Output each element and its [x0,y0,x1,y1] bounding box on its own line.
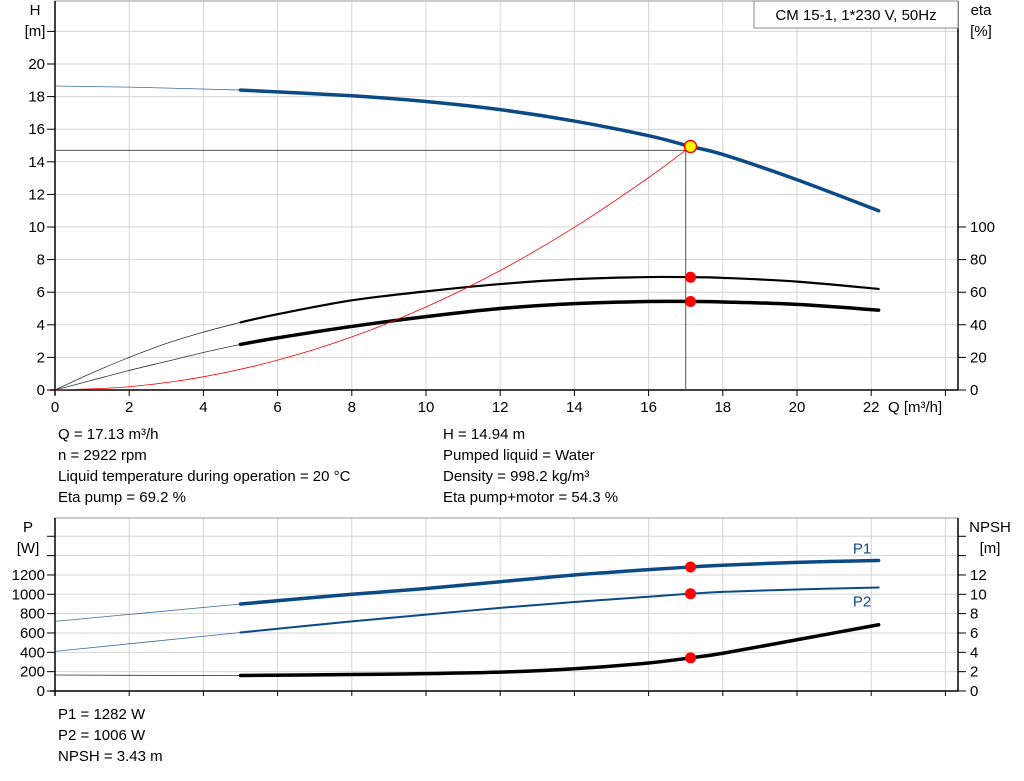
x-tick-label: 22 [863,399,880,416]
p-axis-unit: [W] [17,540,40,557]
p-tick-label: 0 [37,683,45,700]
curve-eta_pump_motor-thin [54,343,241,391]
curve-H-thin [54,85,241,91]
y-axis-label-left: H [30,2,41,19]
info-top-right: H = 14.94 m Pumped liquid = Water Densit… [443,424,618,508]
curve-NPSH-thin [54,674,241,676]
y-tick-label-right: 0 [970,382,978,399]
x-tick-label: 14 [566,399,583,416]
duty-point-marker [683,139,698,154]
info-n: n = 2922 rpm [58,447,147,464]
curve-P1 [238,558,881,606]
eta-pump-marker [685,271,697,283]
p-tick-label: 1200 [12,567,45,584]
info-liquid: Pumped liquid = Water [443,447,595,464]
npsh-tick-label: 6 [970,625,978,642]
NPSH-marker [685,652,697,664]
curve-P1-thin [54,603,241,622]
info-p1: P1 = 1282 W [58,706,146,723]
curve-P2 [239,586,880,634]
y-tick-label-right: 100 [970,219,995,236]
npsh-tick-label: 0 [970,683,978,700]
npsh-tick-label: 12 [970,567,987,584]
x-tick-label: 10 [418,399,435,416]
y-tick-label-left: 20 [28,56,45,73]
y-tick-label-right: 20 [970,349,987,366]
plot-frame-top [54,0,959,391]
y-tick-label-left: 18 [28,89,45,106]
info-npsh: NPSH = 3.43 m [58,748,163,765]
npsh-axis-label: NPSH [969,519,1011,536]
npsh-axis-unit: [m] [980,540,1001,557]
curve-system [54,146,691,391]
x-tick-label: 18 [714,399,731,416]
y-tick-label-right: 60 [970,284,987,301]
p-axis-label: P [23,519,33,536]
info-eta-pump: Eta pump = 69.2 % [58,489,186,506]
y-tick-label-left: 16 [28,121,45,138]
plot-frame-bottom [54,517,959,692]
y-tick-label-left: 12 [28,186,45,203]
series-label-P2: P2 [853,594,871,611]
info-p2: P2 = 1006 W [58,727,146,744]
info-temp: Liquid temperature during operation = 20… [58,468,351,485]
curve-H [238,88,881,213]
p-tick-label: 200 [20,664,45,681]
title-box [753,0,959,29]
chart-title: CM 15-1, 1*230 V, 50Hz [775,7,936,24]
curve-NPSH [238,623,881,678]
x-tick-label: 16 [640,399,657,416]
info-bottom: P1 = 1282 W P2 = 1006 W NPSH = 3.43 m [58,704,163,767]
info-density: Density = 998.2 kg/m³ [443,468,590,485]
x-tick-label: 0 [51,399,59,416]
eta-total-marker [685,295,697,307]
x-tick-label: 20 [789,399,806,416]
series-label-P1: P1 [853,540,871,557]
npsh-tick-label: 4 [970,644,978,661]
x-tick-label: 12 [492,399,509,416]
npsh-tick-label: 2 [970,664,978,681]
x-tick-label: 8 [348,399,356,416]
p-tick-label: 400 [20,644,45,661]
y-axis-unit-right: [%] [970,23,992,40]
x-axis-label: Q [m³/h] [888,399,942,416]
info-eta-total: Eta pump+motor = 54.3 % [443,489,619,506]
P2-marker [685,588,697,600]
info-h: H = 14.94 m [443,426,526,443]
x-tick-label: 6 [273,399,281,416]
x-tick-label: 2 [125,399,133,416]
y-tick-label-left: 0 [37,382,45,399]
y-tick-label-left: 4 [37,317,45,334]
p-tick-label: 1000 [12,586,45,603]
y-tick-label-left: 8 [37,252,45,269]
y-axis-unit-left: [m] [25,23,46,40]
p-tick-label: 800 [20,606,45,623]
curve-P2-thin [54,632,241,652]
info-q: Q = 17.13 m³/h [58,426,159,443]
y-tick-label-right: 80 [970,252,987,269]
y-tick-label-left: 2 [37,349,45,366]
curve-eta_pump-thin [54,321,241,391]
y-tick-label-left: 14 [28,154,45,171]
curve-eta_pump [239,275,880,324]
npsh-tick-label: 8 [970,606,978,623]
curve-eta_pump_motor [238,299,881,347]
y-tick-label-left: 10 [28,219,45,236]
y-axis-label-right: eta [971,2,993,19]
y-tick-label-left: 6 [37,284,45,301]
npsh-tick-label: 10 [970,586,987,603]
y-tick-label-right: 40 [970,317,987,334]
P1-marker [685,561,697,573]
p-tick-label: 600 [20,625,45,642]
x-tick-label: 4 [199,399,207,416]
info-top-left: Q = 17.13 m³/h n = 2922 rpm Liquid tempe… [58,424,350,508]
